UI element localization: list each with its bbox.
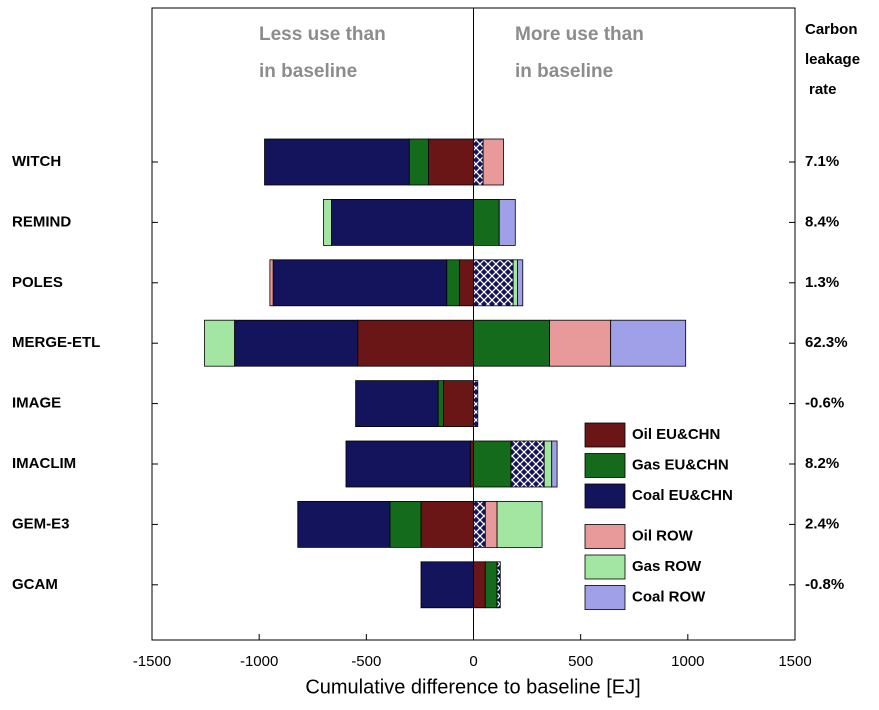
leakage-label: 7.1% (805, 153, 839, 170)
y-tick-label: IMAGE (12, 395, 61, 412)
annotation: in baseline (515, 61, 613, 82)
y-tick-label: POLES (12, 274, 63, 291)
legend-swatch (584, 483, 626, 509)
x-axis-label: Cumulative difference to baseline [EJ] (305, 676, 640, 698)
leakage-label: 8.4% (805, 213, 839, 230)
x-tick-label: -1500 (133, 653, 171, 670)
leakage-title: rate (809, 81, 837, 98)
leakage-label: 2.4% (805, 515, 839, 532)
bar-segment (549, 319, 612, 367)
leakage-title: Carbon (805, 21, 858, 38)
bar-segment (443, 380, 474, 428)
bar-segment (543, 440, 553, 488)
bar-segment (204, 319, 235, 367)
bar-segment (473, 561, 486, 609)
leakage-label: 8.2% (805, 455, 839, 472)
bar-segment (459, 259, 474, 307)
y-tick-label: REMIND (12, 213, 71, 230)
legend-label: Oil ROW (632, 527, 694, 544)
y-tick-label: GEM-E3 (12, 515, 70, 532)
bar-segment (297, 500, 391, 548)
legend-label: Gas ROW (632, 558, 702, 575)
bar-segment (420, 500, 474, 548)
annotation: Less use than (259, 24, 386, 45)
bar-segment (437, 380, 444, 428)
y-tick-label: IMACLIM (12, 455, 76, 472)
leakage-label: 1.3% (805, 274, 839, 291)
bar-segment (498, 198, 516, 246)
legend-swatch (584, 453, 626, 478)
bar-segment (408, 138, 429, 186)
leakage-label: -0.8% (805, 576, 844, 593)
bar-segment (473, 138, 484, 186)
bar-segment (551, 440, 558, 488)
x-tick-label: 500 (568, 653, 593, 670)
annotation: in baseline (259, 61, 357, 82)
bar-segment (264, 138, 410, 186)
bar-segment (512, 259, 518, 307)
y-tick-label: MERGE-ETL (12, 334, 100, 351)
legend-swatch (584, 585, 626, 610)
bar-segment (428, 138, 474, 186)
leakage-label: 62.3% (805, 334, 848, 351)
bar-segment (510, 440, 545, 488)
bar-segment (357, 319, 474, 367)
bar-segment (272, 259, 448, 307)
leakage-label: -0.6% (805, 395, 844, 412)
bar-segment (473, 319, 550, 367)
bar-segment (345, 440, 471, 488)
bar-segment (484, 500, 498, 548)
y-tick-label: GCAM (12, 576, 58, 593)
bar-segment (473, 380, 479, 428)
bar-segment (482, 138, 504, 186)
legend-label: Coal ROW (632, 588, 706, 605)
bar-segment (517, 259, 524, 307)
bar-segment (269, 259, 274, 307)
legend-swatch (584, 422, 626, 448)
bar-segment (484, 561, 498, 609)
x-tick-label: 0 (469, 653, 477, 670)
x-tick-label: 1500 (778, 653, 811, 670)
legend-label: Oil EU&CHN (632, 426, 720, 443)
bar-segment (473, 440, 512, 488)
legend-swatch (584, 554, 626, 580)
legend-label: Coal EU&CHN (632, 487, 733, 504)
bar-segment (610, 319, 687, 367)
bar-segment (496, 561, 501, 609)
bar-segment (355, 380, 439, 428)
legend-swatch (584, 524, 626, 549)
x-tick-label: -500 (351, 653, 381, 670)
bar-segment (473, 198, 500, 246)
bar-segment (473, 259, 514, 307)
x-tick-label: 1000 (671, 653, 704, 670)
annotation: More use than (515, 24, 644, 45)
bar-segment (420, 561, 474, 609)
bar-segment (389, 500, 422, 548)
bar-segment (234, 319, 359, 367)
x-tick-label: -1000 (240, 653, 278, 670)
legend-box (575, 414, 786, 616)
legend-label: Gas EU&CHN (632, 456, 729, 473)
bar-segment (473, 500, 486, 548)
bar-segment (323, 198, 332, 246)
bar-segment (446, 259, 460, 307)
bar-segment (496, 500, 543, 548)
leakage-title: leakage (805, 51, 860, 68)
y-tick-label: WITCH (12, 153, 61, 170)
bar-segment (330, 198, 474, 246)
